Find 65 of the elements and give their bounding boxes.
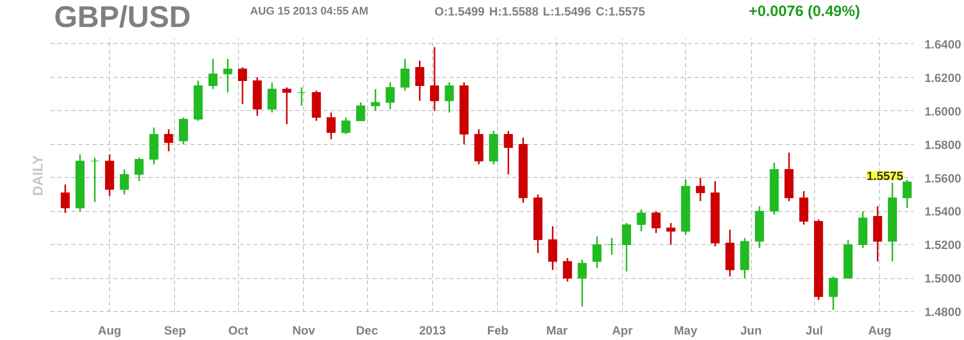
y-tick-label: 1.6400 (924, 37, 962, 52)
candlestick (666, 222, 676, 246)
candlestick (444, 82, 454, 114)
candlestick (341, 116, 350, 135)
x-tick-label: Dec (356, 324, 378, 338)
chart-title: GBP/USD (54, 1, 191, 34)
x-tick-label: Jul (806, 324, 824, 338)
x-tick-label: Aug (868, 324, 892, 338)
x-tick-label: Apr (612, 324, 633, 338)
candlestick (238, 66, 248, 105)
candlestick (548, 226, 558, 271)
candlestick (504, 130, 513, 176)
candlestick (799, 190, 808, 226)
text: AUG 15 2013 04:55 AM (250, 6, 368, 18)
text: C:1.5575 (596, 4, 646, 18)
candlestick (430, 46, 440, 112)
candlestick (326, 112, 336, 140)
candlestick (607, 237, 616, 256)
candlestick (636, 208, 646, 232)
candlestick (578, 259, 587, 308)
candlestick (828, 276, 838, 311)
candlestick (208, 58, 218, 90)
candlestick (90, 156, 100, 203)
x-tick-label: Feb (487, 324, 508, 338)
y-tick-label: 1.5400 (924, 204, 962, 219)
candlestick (297, 86, 306, 107)
candlestick (134, 156, 144, 182)
x-tick-label: Nov (292, 324, 316, 338)
candlestick (415, 60, 424, 102)
x-tick-label: May (674, 324, 698, 338)
annotation: 1.5575 (866, 168, 904, 183)
x-tick-label: Sep (164, 324, 186, 338)
candlestick (282, 86, 292, 125)
candlestick (164, 128, 174, 152)
candlestick (400, 58, 410, 92)
x-tick-label: Aug (98, 324, 122, 338)
candlestick (356, 102, 366, 122)
candlestick (696, 177, 705, 202)
candlestick (223, 58, 232, 94)
candlestick (120, 168, 129, 196)
y-tick-label: 1.6200 (924, 70, 962, 85)
y-tick-label: 1.5200 (924, 238, 962, 252)
candlestick (178, 116, 188, 146)
text: L:1.5496 (542, 4, 592, 18)
y-tick-label: 1.4800 (924, 305, 962, 320)
text: +0.0076 (0.49%) (748, 3, 860, 20)
text: H:1.5588 (489, 4, 539, 18)
x-tick-label: 2013 (419, 324, 446, 338)
candlestick (622, 222, 632, 272)
x-tick-label: Oct (228, 324, 248, 338)
y-tick-label: 1.5000 (924, 272, 962, 286)
y-tick-label: 1.5800 (924, 138, 962, 152)
candlestick (60, 184, 70, 214)
candlestick (386, 82, 395, 110)
candlestick (562, 257, 572, 282)
x-tick-label: Mar (546, 324, 568, 338)
text: O:1.5499 (434, 4, 485, 18)
candlestick (652, 210, 661, 234)
candlestick (370, 88, 380, 112)
candlestick (902, 179, 912, 209)
candlestick (592, 236, 602, 269)
candlestick (268, 82, 277, 114)
y-tick-label: 1.6000 (924, 104, 962, 118)
y-tick-label: 1.5600 (924, 171, 962, 186)
x-tick-label: Jun (740, 324, 762, 338)
